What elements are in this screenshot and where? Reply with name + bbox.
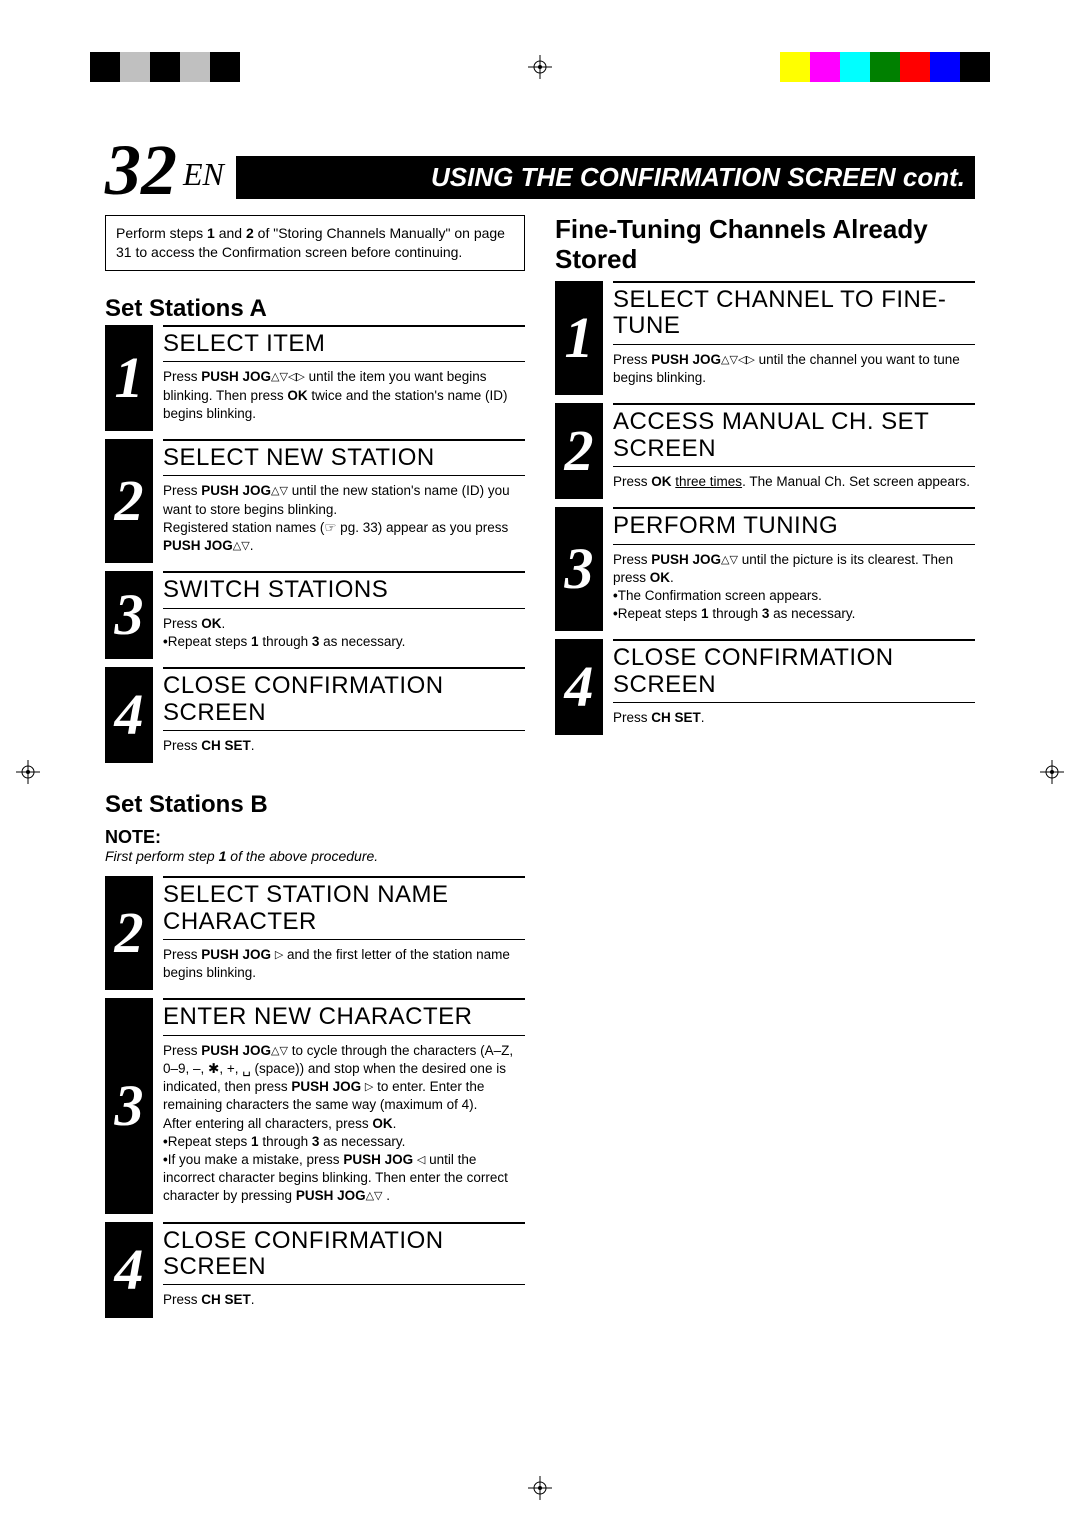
step-number: 1 xyxy=(105,325,153,431)
step: 2 SELECT NEW STATION Press PUSH JOG△▽ unti… xyxy=(105,439,525,563)
intro-box: Perform steps 1 and 2 of "Storing Channe… xyxy=(105,215,525,271)
color-swatch xyxy=(870,52,900,82)
step-text: Press PUSH JOG△▽ until the picture is it… xyxy=(613,551,975,624)
step-number: 1 xyxy=(555,281,603,395)
left-swatches xyxy=(90,52,240,82)
step-title: CLOSE CONFIRMATION SCREEN xyxy=(163,1222,525,1286)
step-text: Press PUSH JOG△▽◁▷ until the channel you… xyxy=(613,351,975,387)
left-column: Perform steps 1 and 2 of "Storing Channe… xyxy=(105,215,525,1326)
step-number: 2 xyxy=(105,439,153,563)
step-title: SELECT STATION NAME CHARACTER xyxy=(163,876,525,940)
set-stations-b-title: Set Stations B xyxy=(105,791,525,819)
step-text: Press CH SET. xyxy=(163,737,525,755)
step-number: 4 xyxy=(105,1222,153,1318)
registration-mark-left xyxy=(16,760,40,784)
step-body: PERFORM TUNING Press PUSH JOG△▽ until the… xyxy=(603,507,975,631)
step: 1SELECT CHANNEL TO FINE-TUNE Press PUSH J… xyxy=(555,281,975,395)
step-number: 3 xyxy=(105,571,153,659)
color-swatch xyxy=(150,52,180,82)
right-column: Fine-Tuning Channels Already Stored 1SEL… xyxy=(555,215,975,1326)
color-swatch xyxy=(780,52,810,82)
fine-tuning-title: Fine-Tuning Channels Already Stored xyxy=(555,215,975,275)
step-text: Press CH SET. xyxy=(163,1291,525,1309)
color-swatch xyxy=(840,52,870,82)
step-text: Press OK.Repeat steps 1 through 3 as nec… xyxy=(163,615,525,651)
step: 4CLOSE CONFIRMATION SCREEN Press CH SET. xyxy=(105,667,525,763)
color-swatch xyxy=(210,52,240,82)
step: 4CLOSE CONFIRMATION SCREEN Press CH SET. xyxy=(555,639,975,735)
color-swatch xyxy=(900,52,930,82)
registration-mark-top xyxy=(528,55,552,79)
color-swatch xyxy=(120,52,150,82)
step-body: CLOSE CONFIRMATION SCREEN Press CH SET. xyxy=(153,1222,525,1318)
step-text: Press OK three times. The Manual Ch. Set… xyxy=(613,473,975,491)
step: 1 SELECT ITEM Press PUSH JOG△▽◁▷ until the… xyxy=(105,325,525,431)
page-header: 32 EN USING THE CONFIRMATION SCREEN cont… xyxy=(105,140,975,201)
step-title: ACCESS MANUAL CH. SET SCREEN xyxy=(613,403,975,467)
step: 3 ENTER NEW CHARACTER Press PUSH JOG△▽ to … xyxy=(105,998,525,1213)
step-body: CLOSE CONFIRMATION SCREEN Press CH SET. xyxy=(603,639,975,735)
step-number: 4 xyxy=(555,639,603,735)
step-body: ENTER NEW CHARACTER Press PUSH JOG△▽ to c… xyxy=(153,998,525,1213)
step-number: 2 xyxy=(105,876,153,990)
step-text: Press PUSH JOG△▽◁▷ until the item you wa… xyxy=(163,368,525,423)
step-number: 2 xyxy=(555,403,603,499)
step-title: SELECT NEW STATION xyxy=(163,439,525,476)
step-body: SELECT NEW STATION Press PUSH JOG△▽ until… xyxy=(153,439,525,563)
step-body: SELECT ITEM Press PUSH JOG△▽◁▷ until the … xyxy=(153,325,525,431)
step-title: SELECT ITEM xyxy=(163,325,525,362)
step-title: SELECT CHANNEL TO FINE-TUNE xyxy=(613,281,975,345)
page-lang: EN xyxy=(183,156,224,193)
registration-mark-right xyxy=(1040,760,1064,784)
step-title: ENTER NEW CHARACTER xyxy=(163,998,525,1035)
right-swatches xyxy=(780,52,990,82)
step-number: 4 xyxy=(105,667,153,763)
step-title: CLOSE CONFIRMATION SCREEN xyxy=(613,639,975,703)
page-number: 32 xyxy=(105,140,177,201)
step: 2SELECT STATION NAME CHARACTER Press PUSH… xyxy=(105,876,525,990)
note-label: NOTE: xyxy=(105,827,525,848)
step-text: Press CH SET. xyxy=(613,709,975,727)
registration-mark-bottom xyxy=(528,1476,552,1500)
step-title: CLOSE CONFIRMATION SCREEN xyxy=(163,667,525,731)
step-text: Press PUSH JOG ▷ and the first letter of… xyxy=(163,946,525,982)
step-body: ACCESS MANUAL CH. SET SCREEN Press OK thr… xyxy=(603,403,975,499)
step: 4CLOSE CONFIRMATION SCREEN Press CH SET. xyxy=(105,1222,525,1318)
page-content: 32 EN USING THE CONFIRMATION SCREEN cont… xyxy=(105,140,975,1326)
note-text: First perform step 1 of the above proced… xyxy=(105,848,525,864)
color-swatch xyxy=(810,52,840,82)
step-body: SELECT STATION NAME CHARACTER Press PUSH … xyxy=(153,876,525,990)
step-body: SWITCH STATIONS Press OK.Repeat steps 1 t… xyxy=(153,571,525,659)
set-stations-a-title: Set Stations A xyxy=(105,295,525,323)
step-body: CLOSE CONFIRMATION SCREEN Press CH SET. xyxy=(153,667,525,763)
color-swatch xyxy=(90,52,120,82)
step: 3 PERFORM TUNING Press PUSH JOG△▽ until th… xyxy=(555,507,975,631)
step: 2ACCESS MANUAL CH. SET SCREEN Press OK th… xyxy=(555,403,975,499)
step-body: SELECT CHANNEL TO FINE-TUNE Press PUSH JO… xyxy=(603,281,975,395)
step-title: PERFORM TUNING xyxy=(613,507,975,544)
color-swatch xyxy=(180,52,210,82)
step-number: 3 xyxy=(105,998,153,1213)
section-title-bar: USING THE CONFIRMATION SCREEN cont. xyxy=(236,156,975,199)
color-swatch xyxy=(930,52,960,82)
step-text: Press PUSH JOG△▽ to cycle through the ch… xyxy=(163,1042,525,1206)
step-text: Press PUSH JOG△▽ until the new station's… xyxy=(163,482,525,555)
step: 3 SWITCH STATIONS Press OK.Repeat steps 1 … xyxy=(105,571,525,659)
step-title: SWITCH STATIONS xyxy=(163,571,525,608)
color-swatch xyxy=(960,52,990,82)
step-number: 3 xyxy=(555,507,603,631)
